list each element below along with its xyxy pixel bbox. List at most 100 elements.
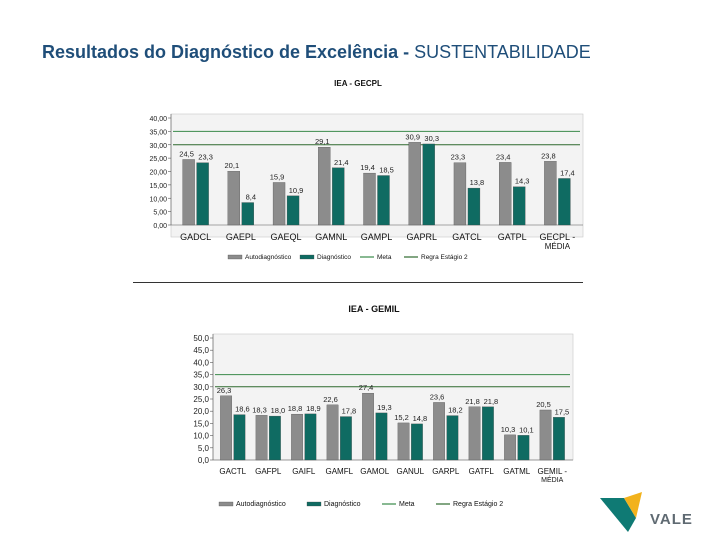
bar-diagnostico bbox=[375, 412, 388, 461]
data-label: 10,3 bbox=[501, 425, 516, 434]
bar-autodiagnostico bbox=[291, 413, 303, 461]
bar-diagnostico bbox=[482, 406, 494, 461]
y-tick-label: 25,00 bbox=[149, 156, 167, 163]
bar-diagnostico bbox=[332, 167, 345, 226]
data-label: 30,3 bbox=[424, 134, 439, 143]
data-label: 15,9 bbox=[270, 172, 285, 181]
bar-autodiagnostico bbox=[326, 404, 339, 461]
chart-2: IEA - GEMIL 0,0 5,0 10,0 15,0 20,0 25,0 30,0 35,… bbox=[193, 304, 574, 508]
data-label: 21,8 bbox=[465, 397, 480, 406]
y-tick-label: 0,00 bbox=[153, 223, 167, 230]
data-label: 19,4 bbox=[360, 163, 375, 172]
category-label: GADCL bbox=[180, 232, 211, 242]
category-label: MÉDIA bbox=[545, 242, 571, 251]
y-tick-label: 0,0 bbox=[198, 456, 210, 465]
category-label: GATPL bbox=[498, 232, 527, 242]
category-label: GAMFL bbox=[325, 467, 353, 476]
y-tick-label: 50,0 bbox=[193, 334, 209, 343]
y-tick-label: 25,0 bbox=[193, 395, 209, 404]
bar-diagnostico bbox=[269, 415, 281, 461]
y-tick-label: 20,0 bbox=[193, 407, 209, 416]
bar-diagnostico bbox=[553, 417, 565, 461]
bar-diagnostico bbox=[241, 202, 254, 226]
data-label: 23,8 bbox=[541, 151, 556, 160]
data-label: 21,8 bbox=[484, 397, 499, 406]
vale-logo: VALE bbox=[600, 492, 693, 532]
y-tick-label: 5,0 bbox=[198, 444, 210, 453]
legend-label: Autodiagnóstico bbox=[245, 254, 292, 261]
y-tick-label: 10,0 bbox=[193, 432, 209, 441]
data-label: 14,3 bbox=[515, 177, 530, 186]
data-label: 14,8 bbox=[413, 414, 428, 423]
data-label: 17,5 bbox=[555, 407, 570, 416]
y-tick-label: 30,0 bbox=[193, 383, 209, 392]
data-label: 22,6 bbox=[323, 395, 338, 404]
bar-autodiagnostico bbox=[363, 172, 376, 226]
data-label: 24,5 bbox=[179, 149, 194, 158]
chart-1: IEA - GECPL 0,00 5,00 10,00 15,00 20,00 25,00 3… bbox=[149, 79, 584, 261]
bar-diagnostico bbox=[422, 143, 435, 226]
bar-autodiagnostico bbox=[539, 409, 552, 461]
legend-swatch bbox=[227, 254, 243, 260]
bar-autodiagnostico bbox=[408, 142, 421, 226]
bar-diagnostico bbox=[233, 414, 246, 461]
bar-autodiagnostico bbox=[544, 161, 557, 226]
category-label: GECPL - bbox=[540, 232, 576, 242]
y-tick-label: 15,00 bbox=[149, 183, 167, 190]
y-tick-label: 5,00 bbox=[153, 210, 167, 217]
data-label: 27,4 bbox=[359, 383, 374, 392]
category-label: GAEQL bbox=[271, 232, 302, 242]
bar-diagnostico bbox=[304, 413, 317, 461]
bar-diagnostico bbox=[513, 186, 526, 226]
bar-diagnostico bbox=[340, 416, 352, 461]
data-label: 29,1 bbox=[315, 137, 330, 146]
data-label: 23,3 bbox=[198, 153, 213, 162]
data-label: 18,9 bbox=[306, 404, 321, 413]
bar-autodiagnostico bbox=[453, 162, 467, 226]
data-label: 23,3 bbox=[451, 153, 466, 162]
data-label: 18,2 bbox=[448, 406, 463, 415]
logo-mark-left bbox=[600, 498, 636, 532]
bar-diagnostico bbox=[196, 162, 209, 226]
logo-text: VALE bbox=[650, 511, 693, 528]
legend-label: Diagnóstico bbox=[324, 501, 361, 508]
data-label: 13,8 bbox=[470, 178, 485, 187]
data-label: 17,4 bbox=[560, 168, 575, 177]
bar-diagnostico bbox=[446, 415, 459, 461]
bar-autodiagnostico bbox=[468, 406, 481, 461]
bar-diagnostico bbox=[411, 423, 423, 461]
data-label: 26,3 bbox=[217, 386, 232, 395]
page-title-rest: SUSTENTABILIDADE bbox=[409, 42, 591, 62]
bar-autodiagnostico bbox=[504, 434, 516, 461]
bar-autodiagnostico bbox=[318, 147, 331, 226]
legend-label: Meta bbox=[399, 501, 415, 508]
bar-autodiagnostico bbox=[182, 159, 195, 226]
category-label: GAFPL bbox=[255, 467, 282, 476]
y-tick-label: 40,0 bbox=[193, 358, 209, 367]
category-label: GAEPL bbox=[226, 232, 256, 242]
data-label: 19,3 bbox=[377, 403, 392, 412]
legend-label: Meta bbox=[377, 254, 392, 261]
data-label: 18,3 bbox=[252, 405, 267, 414]
data-label: 23,4 bbox=[496, 152, 511, 161]
category-label: GATCL bbox=[452, 232, 481, 242]
legend-label: Autodiagnóstico bbox=[236, 501, 286, 508]
data-label: 10,9 bbox=[289, 186, 304, 195]
legend-label: Regra Estágio 2 bbox=[453, 501, 503, 508]
bar-autodiagnostico bbox=[220, 395, 232, 461]
category-label: GEMIL - bbox=[538, 467, 568, 476]
chart-divider bbox=[133, 282, 583, 283]
data-label: 17,8 bbox=[342, 407, 357, 416]
category-label: GAPRL bbox=[406, 232, 437, 242]
bar-diagnostico bbox=[517, 435, 530, 461]
data-label: 18,8 bbox=[288, 404, 303, 413]
chart-title: IEA - GECPL bbox=[334, 79, 382, 88]
legend-swatch bbox=[218, 501, 234, 507]
bar-autodiagnostico bbox=[272, 182, 286, 226]
category-label: GAMPL bbox=[361, 232, 393, 242]
logo-mark-right bbox=[624, 492, 642, 518]
page-title-bold: Resultados do Diagnóstico de Excelência … bbox=[42, 42, 410, 62]
bar-autodiagnostico bbox=[362, 392, 374, 461]
bar-diagnostico bbox=[467, 187, 481, 226]
